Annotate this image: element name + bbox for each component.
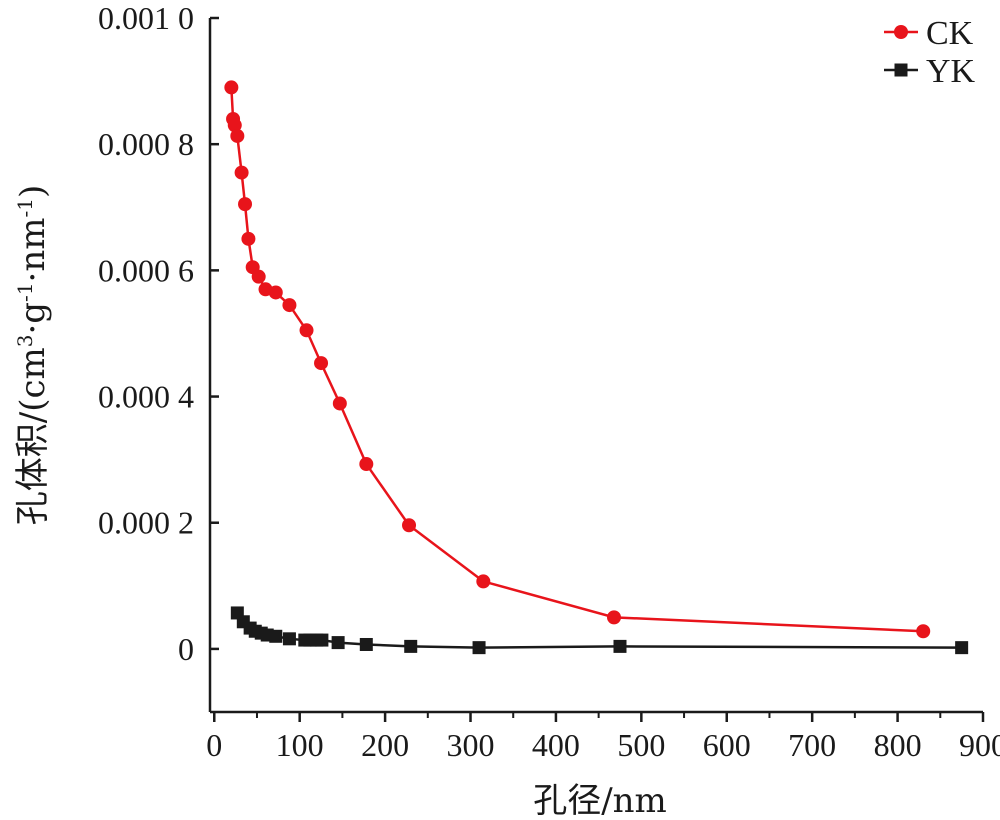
x-tick-label: 900 xyxy=(959,727,1000,763)
data-point-ck xyxy=(916,624,931,639)
series-line-ck xyxy=(230,87,924,633)
data-point-ck xyxy=(332,396,347,411)
data-point-ck xyxy=(607,610,622,625)
legend-item-ck: CK xyxy=(884,15,974,52)
x-axis-title: 孔径/nm xyxy=(533,781,667,820)
data-point-ck xyxy=(402,518,417,533)
data-point-ck xyxy=(238,197,253,212)
data-point-yk xyxy=(955,641,969,655)
data-point-yk xyxy=(282,632,296,646)
data-point-ck xyxy=(230,128,245,143)
y-tick-label: 0.000 2 xyxy=(98,505,194,541)
x-tick-label: 800 xyxy=(874,727,922,763)
legend-marker-circle xyxy=(894,25,908,39)
y-tick-label: 0 xyxy=(178,631,194,667)
y-axis-ticks: 0 0.000 2 0.000 4 0.000 6 0.000 8 0.001 0 xyxy=(98,0,219,667)
x-tick-label: 500 xyxy=(617,727,665,763)
data-point-ck xyxy=(314,356,329,371)
y-tick-label: 0.001 0 xyxy=(98,0,194,36)
y-axis-title-mid1: ·g xyxy=(13,302,53,335)
x-tick-label: 400 xyxy=(532,727,580,763)
legend-marker-square xyxy=(894,63,908,77)
data-point-ck xyxy=(268,285,283,300)
x-tick-label: 300 xyxy=(447,727,495,763)
data-point-yk xyxy=(359,637,373,651)
x-tick-label: 0 xyxy=(206,727,222,763)
x-tick-label: 600 xyxy=(703,727,751,763)
data-point-ck xyxy=(299,323,314,338)
y-axis-title-sup3: -1 xyxy=(13,198,37,217)
series-yk xyxy=(230,606,969,655)
data-point-ck xyxy=(282,298,297,313)
x-tick-label: 200 xyxy=(361,727,409,763)
y-tick-label: 0.000 4 xyxy=(98,379,194,415)
series-line-yk xyxy=(236,612,962,649)
series-layer xyxy=(224,80,969,655)
data-point-yk xyxy=(315,633,329,647)
legend-label: CK xyxy=(926,15,974,52)
y-axis-title: 孔体积/(cm3·g-1·nm-1) xyxy=(13,185,53,526)
data-point-ck xyxy=(224,80,239,95)
data-point-ck xyxy=(241,231,256,246)
data-point-ck xyxy=(476,574,491,589)
data-point-ck xyxy=(234,165,249,180)
y-tick-label: 0.000 6 xyxy=(98,252,194,288)
data-point-ck xyxy=(359,457,374,472)
data-point-yk xyxy=(613,639,627,653)
y-tick-label: 0.000 8 xyxy=(98,126,194,162)
x-tick-label: 700 xyxy=(788,727,836,763)
plot-area: 0 0.000 2 0.000 4 0.000 6 0.000 8 0.001 0 0 10… xyxy=(98,0,1000,763)
y-axis-title-sup1: 3 xyxy=(13,335,37,348)
y-axis-title-suffix: ) xyxy=(13,185,53,198)
series-ck xyxy=(224,80,931,639)
data-point-ck xyxy=(251,269,266,284)
legend-item-yk: YK xyxy=(884,53,976,90)
data-point-yk xyxy=(404,639,418,653)
legend-label: YK xyxy=(926,53,976,90)
data-point-ck xyxy=(227,118,242,133)
x-tick-label: 100 xyxy=(276,727,324,763)
x-axis-ticks: 0 100 200 300 400 500 600 700 800 900 xyxy=(206,712,1000,763)
y-axis-title-prefix: 孔体积/(cm xyxy=(13,347,53,525)
data-point-yk xyxy=(472,641,486,655)
y-axis-title-sup2: -1 xyxy=(13,282,37,301)
y-axis-title-mid2: ·nm xyxy=(13,217,53,282)
data-point-yk xyxy=(269,629,283,643)
data-point-yk xyxy=(331,636,345,650)
